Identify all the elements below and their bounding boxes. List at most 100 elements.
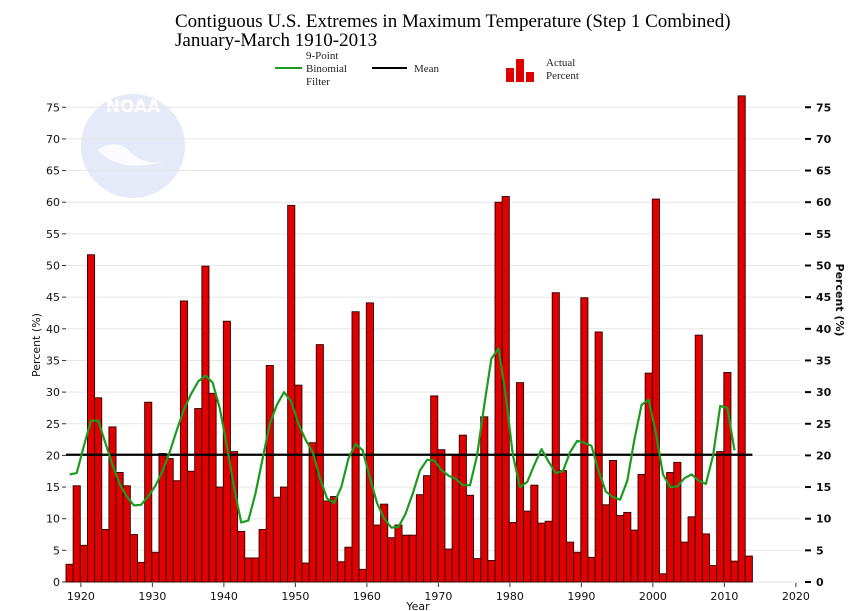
y-tick-label-right: 10 [816, 513, 832, 526]
bar-2004 [680, 541, 689, 583]
y-tick-label-left: 25 [46, 418, 60, 431]
y-tick-label-right: 65 [816, 165, 831, 178]
bar-2007 [701, 533, 710, 583]
bar-swatch-icon [506, 59, 534, 82]
x-tick-label: 1920 [67, 590, 95, 603]
y-tick-label-right: 25 [816, 418, 831, 431]
y-tick-label-right: 45 [816, 291, 831, 304]
bar-1963 [387, 537, 396, 583]
y-tick-label-left: 45 [46, 291, 60, 304]
legend-item-filter: 9-Point Binomial Filter [275, 50, 347, 88]
bar-2009 [716, 451, 725, 583]
bar-1954 [322, 500, 331, 583]
bar-1950 [294, 384, 303, 583]
bar-1924 [108, 426, 117, 583]
y-tick-label-right: 15 [816, 481, 831, 494]
y-tick-label-left: 55 [46, 228, 60, 241]
bar-1977 [487, 560, 496, 583]
y-tick-label-left: 35 [46, 354, 60, 367]
y-tick-label-right: 60 [816, 196, 832, 209]
bar-1923 [101, 529, 110, 583]
legend-item-actual: Actual Percent [506, 57, 579, 82]
y-tick-label-right: 55 [816, 228, 831, 241]
bar-1947 [272, 496, 281, 583]
chart-subtitle: January-March 1910-2013 [175, 30, 377, 51]
bar-1941 [229, 451, 239, 583]
bar-1975 [473, 558, 482, 583]
bar-1968 [423, 475, 432, 583]
bar-2002 [666, 472, 675, 583]
x-tick-label: 2000 [639, 590, 667, 603]
legend-mean-label: Mean [414, 63, 440, 75]
bar-1984 [537, 522, 546, 583]
y-tick-label-left: 20 [46, 449, 60, 462]
bar-1937 [201, 265, 210, 583]
bar-1944 [251, 557, 260, 583]
legend-filter-line-2: Binomial [306, 63, 347, 75]
y-tick-label-left: 65 [46, 165, 60, 178]
x-tick-label: 1990 [567, 590, 595, 603]
y-tick-label-left: 10 [46, 513, 60, 526]
bar-1960 [365, 302, 374, 583]
bar-1935 [187, 470, 196, 583]
bar-1973 [458, 434, 467, 583]
bar-1921 [86, 254, 96, 583]
x-axis: 1920 1930 1940 1950 1960 1970 1980 1990 2000 2010… [67, 583, 810, 603]
y-tick-label-right: 35 [816, 354, 831, 367]
legend-filter-line-1: 9-Point [306, 50, 338, 62]
bar-1983 [530, 484, 539, 583]
x-tick-label: 1980 [496, 590, 524, 603]
bar-1972 [451, 454, 460, 583]
bar-1995 [616, 515, 625, 583]
bar-1942 [237, 530, 246, 583]
bar-1969 [430, 395, 439, 583]
x-axis-label: Year [405, 600, 430, 611]
bar-1926 [122, 485, 131, 583]
y-tick-label-right: 70 [816, 133, 832, 146]
bar-1987 [558, 470, 567, 583]
bar-1927 [129, 534, 138, 583]
y-axis-left-label: Percent (%) [30, 313, 43, 377]
bar-2005 [687, 516, 696, 583]
bar-1943 [244, 557, 253, 583]
x-tick-label: 1930 [138, 590, 166, 603]
bar-1928 [137, 561, 146, 583]
bar-1955 [330, 496, 339, 583]
bar-2013 [744, 555, 753, 583]
y-tick-label-left: 70 [46, 133, 60, 146]
bar-1998 [637, 473, 646, 583]
bar-1996 [623, 511, 632, 583]
y-tick-label-right: 50 [816, 260, 832, 273]
bar-1957 [344, 546, 353, 583]
bar-1920 [79, 544, 88, 583]
bar-1936 [194, 408, 203, 583]
bar-1959 [358, 568, 367, 583]
bar-1934 [179, 300, 188, 583]
bar-1962 [380, 503, 389, 583]
bar-1956 [337, 561, 346, 583]
bar-1990 [580, 297, 589, 583]
y-axis-right-label: Percent (%) [833, 264, 846, 337]
y-axis-right: 0 5 10 15 20 25 30 35 40 45 50 55 60 65 70 75 [805, 101, 832, 589]
bar-1953 [315, 344, 324, 583]
bar-1946 [265, 365, 274, 583]
bar-1974 [465, 494, 474, 583]
bar-1971 [444, 548, 453, 583]
bar-1933 [172, 480, 181, 583]
x-tick-label: 1960 [353, 590, 381, 603]
bar-2012 [737, 95, 746, 583]
legend: 9-Point Binomial Filter Mean Actual Perc… [275, 50, 579, 88]
bar-2006 [694, 334, 703, 583]
bar-1989 [573, 551, 582, 583]
x-tick-label: 1970 [424, 590, 452, 603]
bar-1992 [594, 331, 603, 583]
noaa-logo-icon: NOAA [81, 94, 185, 198]
bar-1986 [551, 292, 560, 583]
bar-1970 [437, 449, 446, 583]
y-tick-label-right: 40 [816, 323, 832, 336]
bar-1997 [630, 529, 639, 583]
legend-actual-line-2: Percent [546, 70, 579, 82]
y-tick-label-left: 75 [46, 101, 60, 114]
x-tick-label: 1950 [281, 590, 309, 603]
